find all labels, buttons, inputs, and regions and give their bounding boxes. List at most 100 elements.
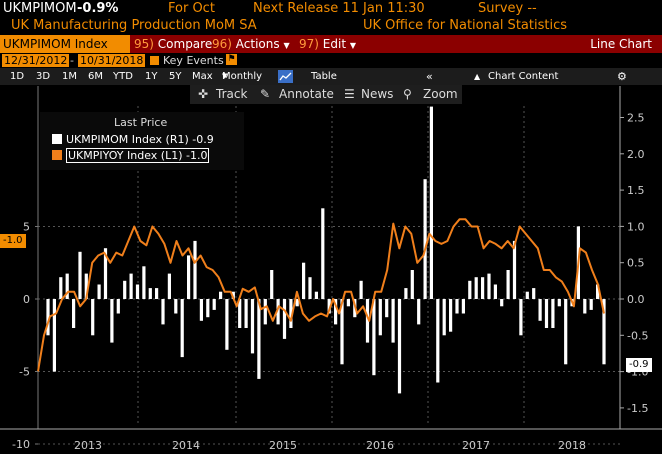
bar-mark xyxy=(410,270,414,299)
right-tick-label: 2.0 xyxy=(627,148,645,161)
bar-mark xyxy=(506,270,510,299)
bar-mark xyxy=(551,299,555,328)
x-tick-label: 2014 xyxy=(172,439,200,452)
bar-mark xyxy=(308,277,312,299)
bar-mark xyxy=(97,284,101,299)
bar-mark xyxy=(295,299,299,307)
period-ytd[interactable]: YTD xyxy=(113,71,133,82)
x-tick-label: 2016 xyxy=(366,439,394,452)
legend-swatch xyxy=(52,134,62,144)
bar-mark xyxy=(602,299,606,365)
bar-mark xyxy=(199,299,203,321)
period-6m[interactable]: 6M xyxy=(88,71,103,82)
source-name: UK Office for National Statistics xyxy=(363,18,567,33)
collapse-icon[interactable]: « xyxy=(426,70,433,83)
security-field[interactable]: UKMPIMOM Index xyxy=(0,35,130,53)
bar-mark xyxy=(391,299,395,343)
legend-label-yoy: UKMPIYOY Index (L1) -1.0 xyxy=(66,148,210,163)
bar-mark xyxy=(385,299,389,318)
bar-mark xyxy=(84,273,88,299)
bar-mark xyxy=(46,299,50,336)
bar-mark xyxy=(231,291,235,299)
crosshair-icon: ✜ xyxy=(198,87,209,101)
bar-mark xyxy=(103,248,108,299)
toolbar: UKMPIMOM Index 95) Compare 96) Actions ▼… xyxy=(0,35,662,53)
end-date-field[interactable]: 10/31/2018 xyxy=(78,54,146,67)
bar-mark xyxy=(442,299,446,336)
period-3d[interactable]: 3D xyxy=(36,71,51,82)
bar-mark xyxy=(180,299,184,358)
bar-mark xyxy=(493,284,497,299)
frequency-label: Monthly xyxy=(222,71,263,82)
bar-mark xyxy=(289,299,293,328)
x-tick-label: 2015 xyxy=(269,439,297,452)
chart-legend: Last Price UKMPIMOM Index (R1) -0.9 UKMP… xyxy=(40,112,244,170)
page-title: UK Manufacturing Production MoM SA xyxy=(11,18,257,33)
bar-mark xyxy=(474,277,478,299)
bar-mark xyxy=(429,106,433,299)
bar-mark xyxy=(65,273,69,299)
security-label: UKMPIMOM Index xyxy=(3,37,108,51)
survey: Survey -- xyxy=(478,1,537,16)
legend-title: Last Price xyxy=(114,116,168,129)
for-label: For Oct xyxy=(168,1,215,16)
bar-mark xyxy=(219,291,223,299)
bar-mark xyxy=(372,299,376,376)
compare-label: Compare xyxy=(157,37,213,51)
gear-icon[interactable]: ⚙ xyxy=(617,70,627,83)
bar-mark xyxy=(417,299,421,325)
period-5y[interactable]: 5Y xyxy=(169,71,182,82)
pencil-icon: ✎ xyxy=(260,87,271,101)
period-1m[interactable]: 1M xyxy=(62,71,77,82)
key-events-checkbox[interactable] xyxy=(150,56,159,65)
series-line xyxy=(37,218,605,372)
bar-mark xyxy=(270,270,274,299)
bar-mark xyxy=(468,280,472,299)
legend-item-mom[interactable]: UKMPIMOM Index (R1) -0.9 xyxy=(52,133,214,147)
bar-mark xyxy=(263,299,267,325)
period-1d[interactable]: 1D xyxy=(10,71,25,82)
title-row: UK Manufacturing Production MoM SA UK Of… xyxy=(0,17,662,35)
bar-mark xyxy=(544,299,549,328)
annotate-button[interactable]: Annotate xyxy=(279,87,334,101)
line-chart-icon[interactable] xyxy=(278,70,293,83)
table-button[interactable]: Table xyxy=(311,71,337,82)
chart-content-button[interactable]: Chart Content xyxy=(488,71,559,82)
bar-mark xyxy=(135,284,140,299)
zoom-button[interactable]: Zoom xyxy=(423,87,458,101)
bar-mark xyxy=(250,299,255,354)
bar-mark xyxy=(167,273,171,299)
chevron-down-icon: ▼ xyxy=(222,72,228,80)
left-tick-label: -10 xyxy=(12,438,30,451)
edit-label: Edit xyxy=(322,37,347,51)
chart-toolbar: ✜ Track ✎ Annotate ☰ News ⚲ Zoom xyxy=(190,85,462,104)
bar-mark xyxy=(512,240,517,299)
actions-button[interactable]: 96) Actions ▼ xyxy=(212,35,290,53)
next-release: Next Release 11 Jan 11:30 xyxy=(253,1,425,16)
bar-mark xyxy=(327,299,331,314)
start-date-field[interactable]: 12/31/2012 xyxy=(2,54,70,67)
news-button[interactable]: News xyxy=(361,87,394,101)
key-events-icon[interactable]: ⚑ xyxy=(226,54,237,65)
chevron-down-icon: ▼ xyxy=(349,41,357,50)
bar-mark xyxy=(397,299,402,394)
legend-item-yoy[interactable]: UKMPIYOY Index (L1) -1.0 xyxy=(52,148,210,163)
compare-num: 95) xyxy=(134,37,154,51)
legend-label-mom: UKMPIMOM Index (R1) -0.9 xyxy=(66,133,214,146)
track-button[interactable]: Track xyxy=(216,87,248,101)
left-last-value-tag: -1.0 xyxy=(0,234,26,248)
right-tick-label: 1.5 xyxy=(627,184,645,197)
bar-mark xyxy=(193,240,197,299)
chevron-down-icon: ▼ xyxy=(283,41,290,50)
chart-type-label[interactable]: Line Chart xyxy=(590,35,652,53)
bar-mark xyxy=(481,277,485,299)
bar-mark xyxy=(449,299,453,332)
period-max[interactable]: Max xyxy=(192,71,213,82)
bar-mark xyxy=(359,280,363,299)
period-1y[interactable]: 1Y xyxy=(145,71,158,82)
compare-button[interactable]: 95) Compare xyxy=(134,35,212,53)
right-tick-label: 2.5 xyxy=(627,112,645,125)
bar-mark xyxy=(282,299,287,339)
bar-mark xyxy=(314,291,318,299)
edit-button[interactable]: 97) Edit ▼ xyxy=(299,35,356,53)
